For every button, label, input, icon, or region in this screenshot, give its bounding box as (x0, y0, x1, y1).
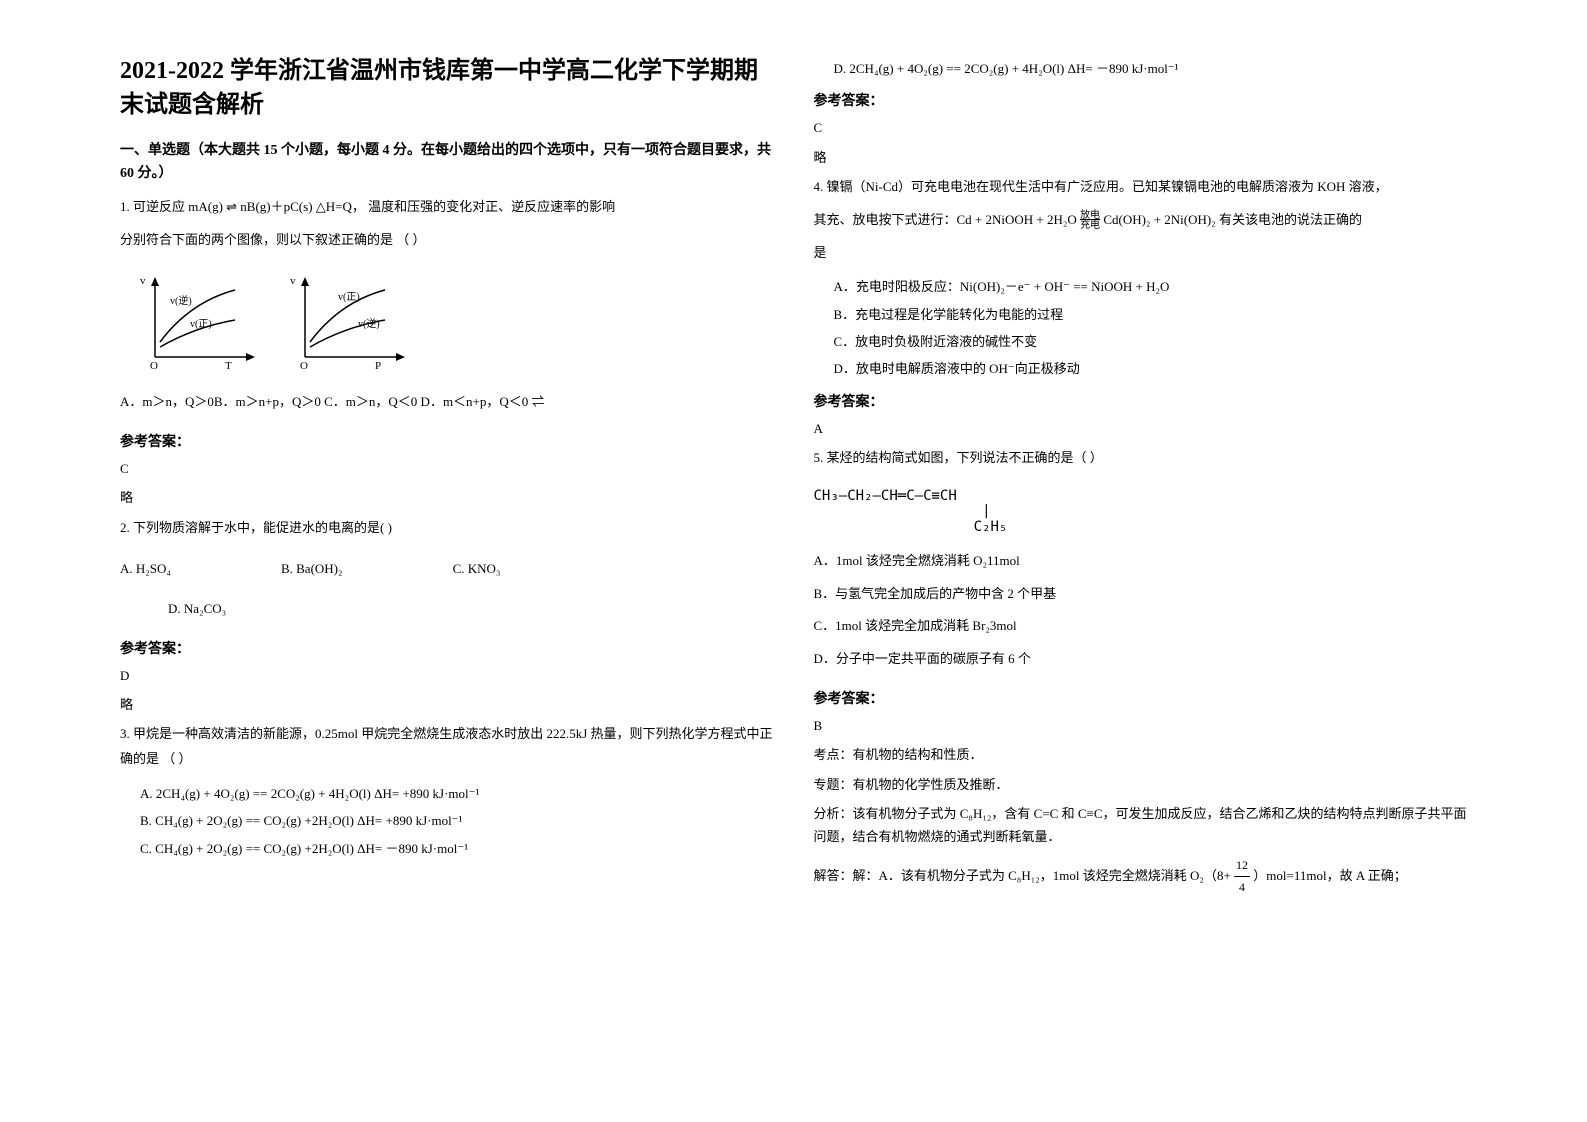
q2-opt-a: A. H₂SO₄ (120, 555, 171, 584)
svg-text:v(逆): v(逆) (358, 317, 380, 330)
q4-answer-label: 参考答案： (814, 391, 1468, 411)
svg-text:v: v (140, 275, 146, 287)
q5-fx: 分析：该有机物分子式为 C₈H₁₂，含有 C=C 和 C≡C，可发生加成反应，结… (814, 802, 1468, 849)
q3-stem: 3. 甲烷是一种高效清洁的新能源，0.25mol 甲烷完全燃烧生成液态水时放出 … (120, 722, 774, 771)
q5-answer-label: 参考答案： (814, 688, 1468, 708)
svg-text:P: P (375, 360, 381, 372)
q4-line2a: 其充、放电按下式进行：Cd + 2NiOOH + 2H₂O (814, 212, 1081, 227)
q3-opt-b: B. CH₄(g) + 2O₂(g) == CO₂(g) +2H₂O(l) ΔH… (140, 809, 774, 832)
q5-opt-b: B．与氢气完全加成后的产物中含 2 个甲基 (814, 582, 1468, 607)
q5-zt: 专题：有机物的化学性质及推断． (814, 773, 1468, 796)
q1-graph-1: v v(逆) v(正) O T (140, 272, 260, 372)
q2-opt-d: D. Na₂CO₃ (168, 595, 226, 624)
right-column: D. 2CH₄(g) + 4O₂(g) == 2CO₂(g) + 4H₂O(l)… (794, 55, 1488, 1092)
q3-opt-d: D. 2CH₄(g) + 4O₂(g) == 2CO₂(g) + 4H₂O(l)… (834, 57, 1468, 80)
q5-jd-b: ）mol=11mol，故 A 正确； (1253, 868, 1406, 883)
q1-answer-label: 参考答案： (120, 431, 774, 451)
q4-line1: 4. 镍镉（Ni-Cd）可充电电池在现代生活中有广泛应用。已知某镍镉电池的电解质… (814, 175, 1468, 200)
q3-answer-label: 参考答案： (814, 90, 1468, 110)
q4-opt-c: C．放电时负极附近溶液的碱性不变 (834, 330, 1468, 353)
q4-answer: A (814, 417, 1468, 440)
q5-kd: 考点：有机物的结构和性质． (814, 743, 1468, 766)
q4-line2b: Cd(OH)₂ + 2Ni(OH)₂ 有关该电池的说法正确的 (1103, 212, 1362, 227)
q5-jd: 解答：解：A．该有机物分子式为 C₈H₁₂，1mol 该烃完全燃烧消耗 O₂（8… (814, 855, 1468, 899)
q4-arrow: 放电 充电 (1080, 211, 1100, 231)
q3-note: 略 (814, 146, 1468, 169)
q1-stem-1: 1. 可逆反应 mA(g) ⇌ nB(g)＋pC(s) △H=Q， 温度和压强的… (120, 195, 774, 220)
q5-structure: CH₃—CH₂—CH═C—C≡CH | C₂H₅ (814, 489, 1468, 535)
q5-frac: 12 4 (1234, 855, 1250, 899)
q2-options-row2: D. Na₂CO₃ (120, 595, 774, 624)
q2-note: 略 (120, 693, 774, 716)
q1-graphs: v v(逆) v(正) O T v v(正) v(逆) O P (140, 272, 774, 372)
q3-answer: C (814, 116, 1468, 139)
q2-answer-label: 参考答案： (120, 638, 774, 658)
q5-answer: B (814, 714, 1468, 737)
q4-line3: 是 (814, 241, 1468, 266)
svg-text:v: v (290, 275, 296, 287)
q4-opt-b: B．充电过程是化学能转化为电能的过程 (834, 303, 1468, 326)
title-line-2: 末试题含解析 (120, 92, 264, 118)
q1-note: 略 (120, 486, 774, 509)
svg-text:v(正): v(正) (338, 292, 360, 303)
q2-opt-b: B. Ba(OH)₂ (281, 555, 343, 584)
q1-answer: C (120, 457, 774, 480)
q5-opt-c: C．1mol 该烃完全加成消耗 Br₂3mol (814, 614, 1468, 639)
section-1-heading: 一、单选题（本大题共 15 个小题，每小题 4 分。在每小题给出的四个选项中，只… (120, 140, 774, 185)
q1-graph-2: v v(正) v(逆) O P (290, 272, 410, 372)
q5-jd-a: 解答：解：A．该有机物分子式为 C₈H₁₂，1mol 该烃完全燃烧消耗 O₂（8… (814, 868, 1235, 883)
q2-options-row1: A. H₂SO₄ B. Ba(OH)₂ C. KNO₃ (120, 555, 774, 584)
q4-opt-d: D．放电时电解质溶液中的 OH⁻向正极移动 (834, 357, 1468, 380)
q1-stem-2: 分别符合下面的两个图像，则以下叙述正确的是 （ ） (120, 228, 774, 253)
q2-opt-c: C. KNO₃ (453, 555, 501, 584)
title-line-1: 2021-2022 学年浙江省温州市钱库第一中学高二化学下学期期 (120, 58, 758, 84)
q5-stem: 5. 某烃的结构简式如图，下列说法不正确的是（ ） (814, 446, 1468, 471)
q5-opt-a: A．1mol 该烃完全燃烧消耗 O₂11mol (814, 549, 1468, 574)
q2-answer: D (120, 664, 774, 687)
svg-text:T: T (225, 360, 232, 372)
q5-opt-d: D．分子中一定共平面的碳原子有 6 个 (814, 647, 1468, 672)
q1-options: A．m＞n，Q＞0B．m＞n+p，Q＞0 C．m＞n，Q＜0 D．m＜n+p，Q… (120, 390, 774, 415)
q3-opt-c: C. CH₄(g) + 2O₂(g) == CO₂(g) +2H₂O(l) ΔH… (140, 837, 774, 860)
svg-text:O: O (150, 360, 158, 372)
left-column: 2021-2022 学年浙江省温州市钱库第一中学高二化学下学期期 末试题含解析 … (100, 55, 794, 1092)
q4-opt-a: A．充电时阳极反应：Ni(OH)₂－e⁻ + OH⁻ == NiOOH + H₂… (834, 275, 1468, 298)
q4-line2: 其充、放电按下式进行：Cd + 2NiOOH + 2H₂O 放电 充电 Cd(O… (814, 208, 1468, 233)
q2-stem: 2. 下列物质溶解于水中，能促进水的电离的是( ) (120, 516, 774, 541)
svg-text:v(逆): v(逆) (170, 294, 192, 307)
q3-opt-a: A. 2CH₄(g) + 4O₂(g) == 2CO₂(g) + 4H₂O(l)… (140, 782, 774, 805)
doc-title: 2021-2022 学年浙江省温州市钱库第一中学高二化学下学期期 末试题含解析 (120, 55, 774, 122)
svg-text:O: O (300, 360, 308, 372)
svg-text:v(正): v(正) (190, 319, 212, 330)
